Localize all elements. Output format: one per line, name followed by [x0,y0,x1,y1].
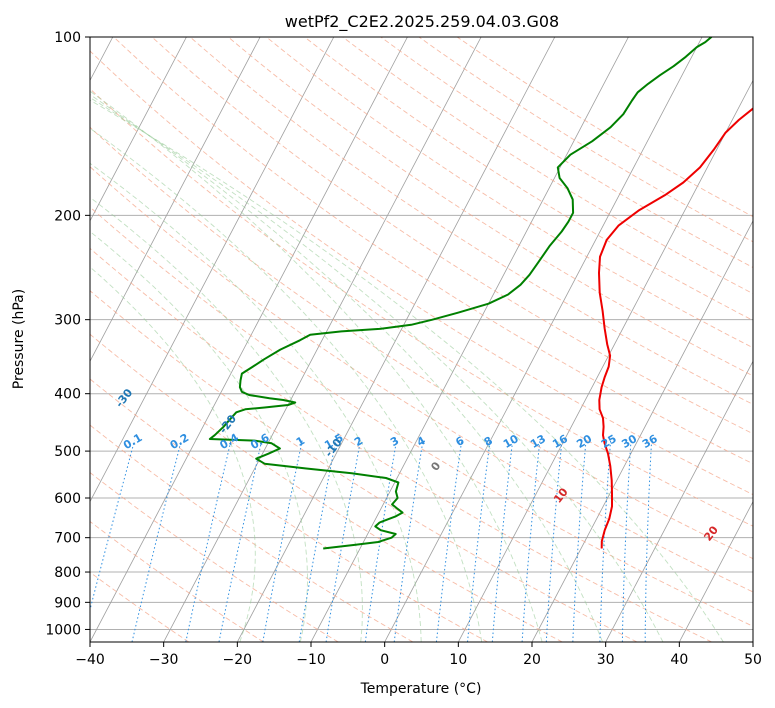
dry-adiabat-line [418,37,753,243]
mixing-ratio-line [644,440,653,642]
plot-background [90,37,753,642]
x-tick-label: 20 [523,652,541,668]
y-tick-label: 300 [54,313,81,329]
axes: −40 −30 −20 −10 0 10 20 30 40 50 100 200 300 400 500 60… [45,30,762,668]
y-tick-label: 900 [54,595,81,611]
x-tick-label: −20 [223,652,253,668]
profile-lines [208,37,753,550]
dry-adiabat-line [342,37,753,295]
dry-adiabat-line [90,206,753,627]
dry-adiabat-line [90,126,753,560]
y-tick-label: 500 [54,444,81,460]
mixing-ratio-line [521,440,541,642]
mixing-ratio-line [298,440,337,642]
y-axis-title: Pressure (hPa) [11,289,27,389]
moist-adiabat-line [90,266,256,642]
isotherm-line [90,37,408,642]
x-tick-label: −30 [149,652,179,668]
mixing-ratio-line [393,440,424,642]
mixing-ratio-line [262,440,303,642]
profile-series-1 [208,37,713,550]
profile-series-0 [598,107,753,549]
isotherm-line [163,37,482,642]
x-tick-label: 0 [380,652,389,668]
y-tick-label: 400 [54,387,81,403]
x-tick-label: 40 [670,652,688,668]
dry-adiabat-line [90,50,753,496]
y-tick-label: 700 [54,531,81,547]
mixing-ratio-line [572,440,587,642]
isotherm-line [384,37,703,642]
y-tick-label: 100 [54,30,81,46]
isotherm-line [90,37,261,363]
plot-frame [89,36,754,643]
mixing-ratio-line [545,440,563,642]
dry-adiabat-line [189,37,753,405]
dry-adiabat-line [90,247,712,642]
mixing-ratio-line [599,440,612,642]
chart-title: wetPf2_C2E2.2025.259.04.03.G08 [285,12,559,32]
x-axis-title: Temperature (°C) [360,681,482,697]
x-tick-label: 30 [597,652,615,668]
mixing-ratio-line [325,440,361,642]
dry-adiabat-line [304,37,753,321]
moist-adiabat-line [90,127,483,642]
mixing-ratio-line [218,440,263,642]
mixing-ratio-line [621,440,632,642]
y-tick-label: 200 [54,208,81,224]
isotherm-line [531,219,753,642]
dry-adiabat-line [456,37,753,218]
dry-adiabat-line [227,37,753,377]
mixing-ratio-line [467,440,491,642]
isotherm-line [678,500,753,642]
moist-adiabat-line [90,230,308,642]
isotherm-line [752,641,753,642]
moist-adiabat-line [90,90,543,642]
x-tick-label: −40 [75,652,105,668]
dry-adiabat-line [113,37,753,465]
y-tick-label: 600 [54,491,81,507]
isotherm-line [236,37,556,642]
y-tick-label: 1000 [45,622,81,638]
mixing-ratio-line [491,440,514,642]
dry-adiabat-line [151,37,753,435]
x-tick-label: 50 [744,652,762,668]
dry-adiabat-line [90,520,264,642]
mixing-ratio-line [90,440,135,612]
dry-adiabat-line [266,37,753,349]
background-lines [90,37,753,642]
moist-adiabat-line [90,162,422,642]
x-tick-label: −10 [296,652,326,668]
dry-adiabat-line [90,290,638,642]
isotherm-line [605,360,753,642]
dry-adiabat-line [90,333,563,642]
moist-adiabat-line [90,99,724,642]
dry-adiabat-line [90,471,339,642]
moist-adiabat-line [90,97,664,642]
isotherm-line [90,37,335,503]
isotherm-line [90,37,187,222]
mixing-ratio-line [185,440,232,642]
dry-adiabat-line [90,88,753,527]
mixing-ratio-line [364,440,397,642]
mixing-ratio-line [131,440,182,642]
y-tick-label: 800 [54,565,81,581]
x-tick-label: 10 [449,652,467,668]
mixing-ratio-line [435,440,463,642]
isotherm-line [310,37,629,642]
